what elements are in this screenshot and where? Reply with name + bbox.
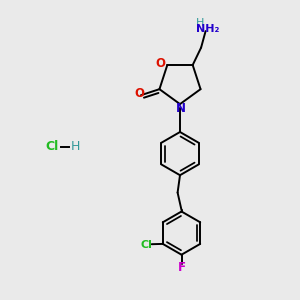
Text: NH₂: NH₂: [196, 24, 220, 34]
Text: Cl: Cl: [140, 239, 152, 250]
Text: H: H: [196, 18, 204, 28]
Text: O: O: [156, 57, 166, 70]
Text: Cl: Cl: [46, 140, 59, 154]
Text: H: H: [71, 140, 81, 154]
Text: F: F: [178, 261, 185, 274]
Text: O: O: [135, 87, 145, 100]
Text: N: N: [176, 102, 186, 115]
